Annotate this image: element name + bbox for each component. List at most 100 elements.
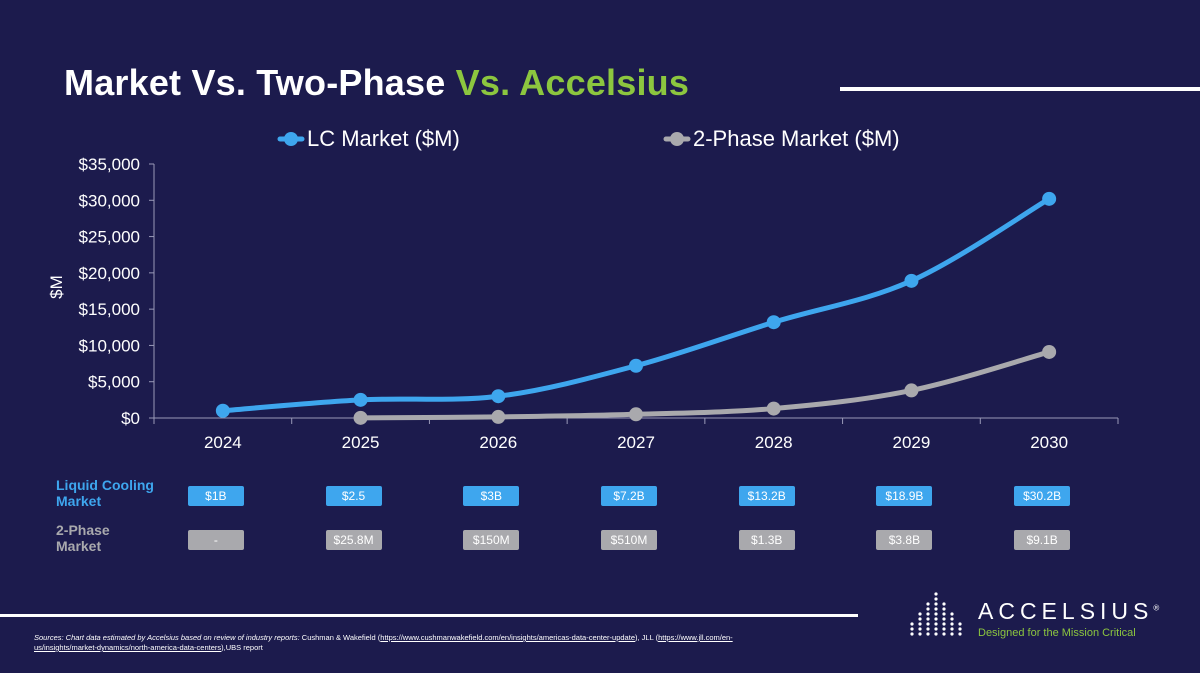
page-title: Market Vs. Two-Phase Vs. Accelsius xyxy=(64,62,689,104)
legend-label: 2-Phase Market ($M) xyxy=(693,126,900,151)
y-tick-label: $35,000 xyxy=(79,155,140,174)
sources-text: ),UBS report xyxy=(221,643,263,652)
logo-dot xyxy=(910,632,914,636)
x-tick-label: 2025 xyxy=(342,433,380,452)
logo-dot xyxy=(926,612,930,616)
title-rule xyxy=(840,87,1200,91)
logo-dot xyxy=(934,602,938,606)
title-accent: Vs. Accelsius xyxy=(455,62,690,103)
logo-dot xyxy=(942,612,946,616)
data-point-two-phase-market xyxy=(904,383,919,398)
logo-dot xyxy=(950,627,954,631)
y-tick-label: $5,000 xyxy=(88,373,140,392)
source-link-cushman[interactable]: https://www.cushmanwakefield.com/en/insi… xyxy=(380,633,635,642)
data-point-lc-market xyxy=(1042,191,1057,206)
data-point-two-phase-market xyxy=(353,410,368,425)
x-tick-label: 2027 xyxy=(617,433,655,452)
logo-dot xyxy=(918,627,922,631)
series-line-two-phase-market xyxy=(358,349,1052,421)
logo-dot xyxy=(950,612,954,616)
logo-dot xyxy=(926,632,930,636)
x-tick-label: 2026 xyxy=(479,433,517,452)
legend-marker xyxy=(284,132,298,146)
table-cell: $7.2B xyxy=(601,486,657,506)
logo-dot xyxy=(926,617,930,621)
y-tick-label: $30,000 xyxy=(79,191,140,210)
x-tick-label: 2028 xyxy=(755,433,793,452)
logo-dot xyxy=(958,627,962,631)
logo-dot xyxy=(934,597,938,601)
table-cell: $2.5 xyxy=(325,486,382,506)
table-cell: $18.9B xyxy=(876,486,933,506)
data-point-lc-market xyxy=(491,389,506,404)
data-point-lc-market xyxy=(353,392,368,407)
data-point-lc-market xyxy=(215,403,230,418)
logo-dot xyxy=(934,592,938,596)
series-line-lc-market xyxy=(220,196,1052,414)
y-tick-label: $25,000 xyxy=(79,228,140,247)
logo-dot xyxy=(926,627,930,631)
sources-text: ), JLL ( xyxy=(635,633,659,642)
logo-tagline: Designed for the Mission Critical xyxy=(978,627,1136,639)
data-point-two-phase-market xyxy=(766,401,781,416)
x-tick-label: 2029 xyxy=(893,433,931,452)
logo-dot xyxy=(958,632,962,636)
data-point-lc-market xyxy=(904,273,919,288)
logo-dot xyxy=(934,622,938,626)
logo-dot xyxy=(926,602,930,606)
logo-dot xyxy=(910,627,914,631)
table-row-label: 2-Phase Market xyxy=(56,522,110,554)
sources-text: Cushman & Wakefield ( xyxy=(299,633,381,642)
logo-dot xyxy=(934,607,938,611)
y-tick-label: $15,000 xyxy=(79,300,140,319)
table-cell: $1.3B xyxy=(738,530,795,550)
title-main: Market Vs. Two-Phase xyxy=(64,62,456,103)
logo-dot xyxy=(942,622,946,626)
logo-dot xyxy=(918,617,922,621)
table-cell: $30.2B xyxy=(1014,486,1071,506)
logo-dot xyxy=(942,617,946,621)
logo-dot xyxy=(918,632,922,636)
y-axis-label: $M xyxy=(47,275,66,299)
table-cell: $3.8B xyxy=(876,530,933,550)
logo-dot xyxy=(950,617,954,621)
table-cell: $510M xyxy=(601,530,657,550)
x-tick-label: 2024 xyxy=(204,433,242,452)
logo-dot xyxy=(918,612,922,616)
legend-label: LC Market ($M) xyxy=(307,126,460,151)
table-cell: $1B xyxy=(187,486,244,506)
logo-dot xyxy=(942,607,946,611)
table-cell: - xyxy=(187,530,244,550)
x-tick-label: 2030 xyxy=(1030,433,1068,452)
logo-mark-icon xyxy=(910,592,962,636)
table-cell: $3B xyxy=(463,486,520,506)
logo-dot xyxy=(934,632,938,636)
y-tick-label: $20,000 xyxy=(79,264,140,283)
logo-dot xyxy=(934,627,938,631)
line-chart: $0 $5,000 $10,000 $15,000 $20,000 $25,000 $30,… xyxy=(47,126,1119,452)
table-cell: $9.1B xyxy=(1014,530,1071,550)
table-cell: $25.8M xyxy=(325,530,382,550)
accelsius-logo: ACCELSIUS® Designed for the Mission Crit… xyxy=(906,588,1176,644)
y-tick-label: $0 xyxy=(121,409,140,428)
data-point-two-phase-market xyxy=(1042,344,1057,359)
logo-dot xyxy=(942,602,946,606)
logo-dot xyxy=(942,632,946,636)
sources-note: Sources: Chart data estimated by Accelsi… xyxy=(34,633,794,653)
source-link-jll[interactable]: https://www.jll.com/en-us/insights/marke… xyxy=(34,633,733,652)
logo-dot xyxy=(950,632,954,636)
data-point-lc-market xyxy=(766,315,781,330)
logo-dot xyxy=(934,617,938,621)
table-cell: $13.2B xyxy=(738,486,795,506)
data-point-two-phase-market xyxy=(629,407,643,422)
logo-dot xyxy=(958,622,962,626)
data-point-two-phase-market xyxy=(491,409,506,424)
logo-dot xyxy=(934,612,938,616)
logo-wordmark: ACCELSIUS® xyxy=(978,598,1160,624)
sources-lead: Sources: Chart data estimated by Accelsi… xyxy=(34,633,300,642)
y-tick-label: $10,000 xyxy=(79,336,140,355)
logo-dot xyxy=(926,622,930,626)
logo-dot xyxy=(942,627,946,631)
data-point-lc-market xyxy=(629,358,643,373)
logo-dot xyxy=(918,622,922,626)
